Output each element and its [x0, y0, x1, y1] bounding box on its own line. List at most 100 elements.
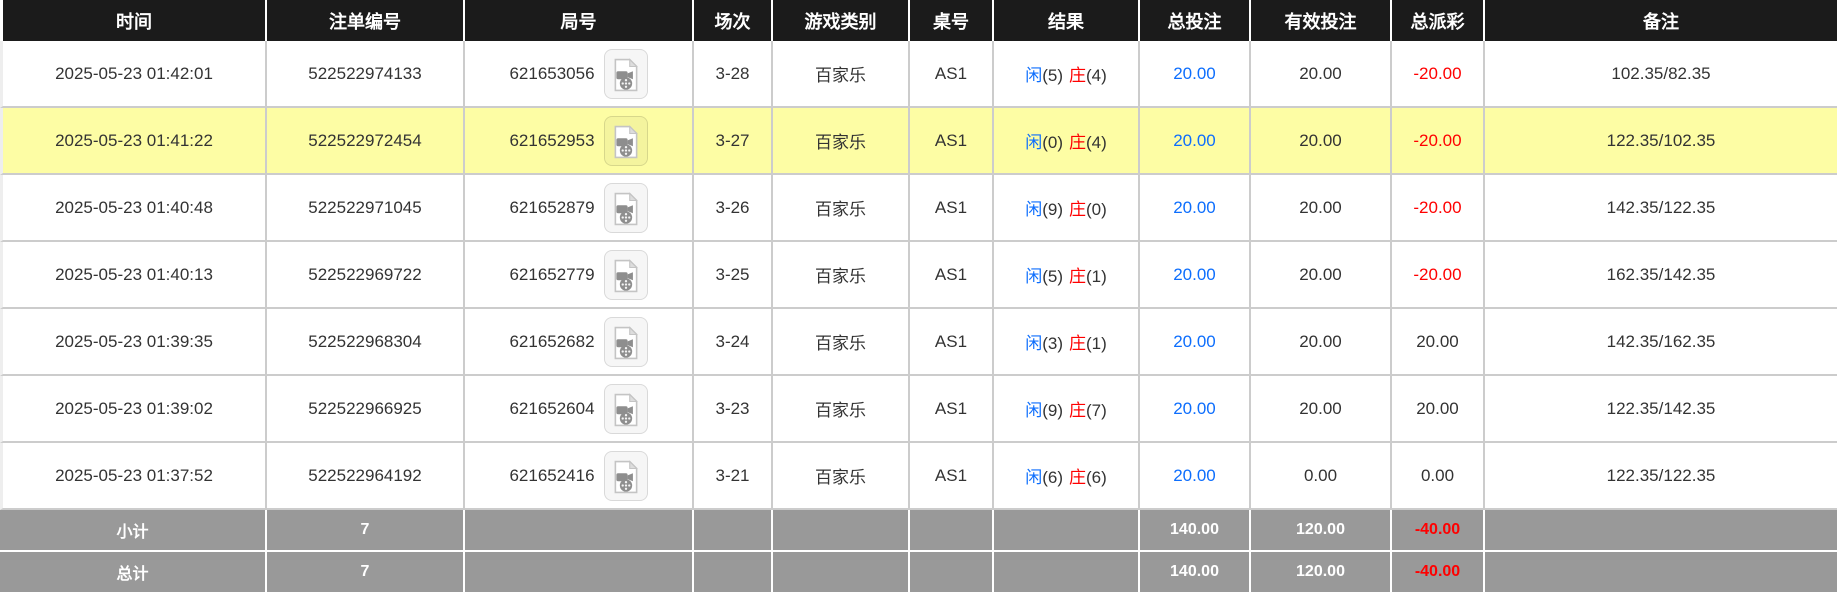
- cell-table-no: AS1: [910, 242, 994, 309]
- video-file-icon: [614, 259, 638, 293]
- banker-label: 庄: [1069, 267, 1086, 286]
- grand-total-payout: -40.00: [1392, 552, 1485, 594]
- cell-remark: 122.35/122.35: [1485, 443, 1837, 510]
- cell-bet-id: 522522972454: [267, 108, 465, 175]
- cell-session: 3-23: [694, 376, 773, 443]
- grand-total-empty: [994, 552, 1140, 594]
- grand-total-empty: [694, 552, 773, 594]
- video-file-icon: [614, 326, 638, 360]
- col-header-remark: 备注: [1485, 0, 1837, 41]
- cell-game-type: 百家乐: [773, 41, 910, 108]
- cell-table-no: AS1: [910, 41, 994, 108]
- round-id-text: 621652604: [509, 398, 595, 418]
- banker-label: 庄: [1069, 401, 1086, 420]
- round-id-text: 621652416: [509, 465, 595, 485]
- video-replay-button[interactable]: [603, 48, 648, 99]
- round-id-text: 621652953: [509, 130, 595, 150]
- cell-valid-bet: 20.00: [1251, 41, 1392, 108]
- video-file-icon: [614, 125, 638, 159]
- video-replay-button[interactable]: [603, 450, 648, 501]
- cell-table-no: AS1: [910, 175, 994, 242]
- subtotal-label: 小计: [0, 510, 267, 552]
- cell-bet-id: 522522969722: [267, 242, 465, 309]
- subtotal-payout: -40.00: [1392, 510, 1485, 552]
- cell-total-bet[interactable]: 20.00: [1140, 108, 1251, 175]
- player-score: (9): [1042, 200, 1063, 219]
- cell-valid-bet: 0.00: [1251, 443, 1392, 510]
- cell-remark: 142.35/122.35: [1485, 175, 1837, 242]
- cell-total-bet[interactable]: 20.00: [1140, 175, 1251, 242]
- subtotal-empty: [465, 510, 694, 552]
- table-row[interactable]: 2025-05-23 01:39:02 522522966925 6216526…: [0, 376, 1837, 443]
- cell-total-bet[interactable]: 20.00: [1140, 242, 1251, 309]
- subtotal-empty: [994, 510, 1140, 552]
- player-score: (9): [1042, 401, 1063, 420]
- cell-time: 2025-05-23 01:42:01: [0, 41, 267, 108]
- grand-total-label: 总计: [0, 552, 267, 594]
- cell-result: 闲(0) 庄(4): [994, 108, 1140, 175]
- cell-round-id: 621653056: [465, 41, 694, 108]
- cell-payout: -20.00: [1392, 108, 1485, 175]
- player-label: 闲: [1025, 334, 1043, 353]
- col-header-time: 时间: [0, 0, 267, 41]
- video-replay-button[interactable]: [603, 249, 648, 300]
- subtotal-row: 小计 7 140.00 120.00 -40.00: [0, 510, 1837, 552]
- table-row[interactable]: 2025-05-23 01:37:52 522522964192 6216524…: [0, 443, 1837, 510]
- grand-total-empty: [1485, 552, 1837, 594]
- banker-score: (0): [1086, 200, 1107, 219]
- cell-bet-id: 522522966925: [267, 376, 465, 443]
- banker-label: 庄: [1069, 133, 1086, 152]
- player-label: 闲: [1025, 267, 1043, 286]
- grand-total-empty: [465, 552, 694, 594]
- cell-game-type: 百家乐: [773, 309, 910, 376]
- cell-bet-id: 522522964192: [267, 443, 465, 510]
- cell-bet-id: 522522968304: [267, 309, 465, 376]
- cell-result: 闲(9) 庄(7): [994, 376, 1140, 443]
- video-replay-button[interactable]: [603, 182, 648, 233]
- cell-payout: -20.00: [1392, 41, 1485, 108]
- cell-round-id: 621652416: [465, 443, 694, 510]
- cell-table-no: AS1: [910, 443, 994, 510]
- cell-total-bet[interactable]: 20.00: [1140, 41, 1251, 108]
- cell-valid-bet: 20.00: [1251, 309, 1392, 376]
- player-score: (0): [1042, 133, 1063, 152]
- table-row[interactable]: 2025-05-23 01:40:48 522522971045 6216528…: [0, 175, 1837, 242]
- cell-payout: -20.00: [1392, 175, 1485, 242]
- cell-total-bet[interactable]: 20.00: [1140, 309, 1251, 376]
- table-row[interactable]: 2025-05-23 01:42:01 522522974133 6216530…: [0, 41, 1837, 108]
- banker-label: 庄: [1069, 334, 1086, 353]
- cell-bet-id: 522522974133: [267, 41, 465, 108]
- header-row: 时间 注单编号 局号 场次 游戏类别 桌号 结果 总投注 有效投注 总派彩 备注: [0, 0, 1837, 41]
- table-row[interactable]: 2025-05-23 01:41:22 522522972454 6216529…: [0, 108, 1837, 175]
- col-header-session: 场次: [694, 0, 773, 41]
- subtotal-empty: [1485, 510, 1837, 552]
- video-replay-button[interactable]: [603, 115, 648, 166]
- col-header-payout: 总派彩: [1392, 0, 1485, 41]
- cell-game-type: 百家乐: [773, 175, 910, 242]
- banker-score: (1): [1086, 334, 1107, 353]
- cell-round-id: 621652879: [465, 175, 694, 242]
- cell-total-bet[interactable]: 20.00: [1140, 443, 1251, 510]
- cell-game-type: 百家乐: [773, 242, 910, 309]
- cell-remark: 122.35/102.35: [1485, 108, 1837, 175]
- video-replay-button[interactable]: [603, 383, 648, 434]
- player-label: 闲: [1025, 401, 1043, 420]
- table-row[interactable]: 2025-05-23 01:40:13 522522969722 6216527…: [0, 242, 1837, 309]
- table-row[interactable]: 2025-05-23 01:39:35 522522968304 6216526…: [0, 309, 1837, 376]
- cell-remark: 102.35/82.35: [1485, 41, 1837, 108]
- col-header-table-no: 桌号: [910, 0, 994, 41]
- cell-result: 闲(5) 庄(1): [994, 242, 1140, 309]
- banker-label: 庄: [1069, 468, 1086, 487]
- cell-time: 2025-05-23 01:39:02: [0, 376, 267, 443]
- cell-total-bet[interactable]: 20.00: [1140, 376, 1251, 443]
- cell-session: 3-25: [694, 242, 773, 309]
- grand-total-count: 7: [267, 552, 465, 594]
- round-id-text: 621652682: [509, 331, 595, 351]
- cell-round-id: 621652604: [465, 376, 694, 443]
- cell-result: 闲(6) 庄(6): [994, 443, 1140, 510]
- video-replay-button[interactable]: [603, 316, 648, 367]
- grand-total-row: 总计 7 140.00 120.00 -40.00: [0, 552, 1837, 594]
- round-id-text: 621652779: [509, 264, 595, 284]
- cell-session: 3-21: [694, 443, 773, 510]
